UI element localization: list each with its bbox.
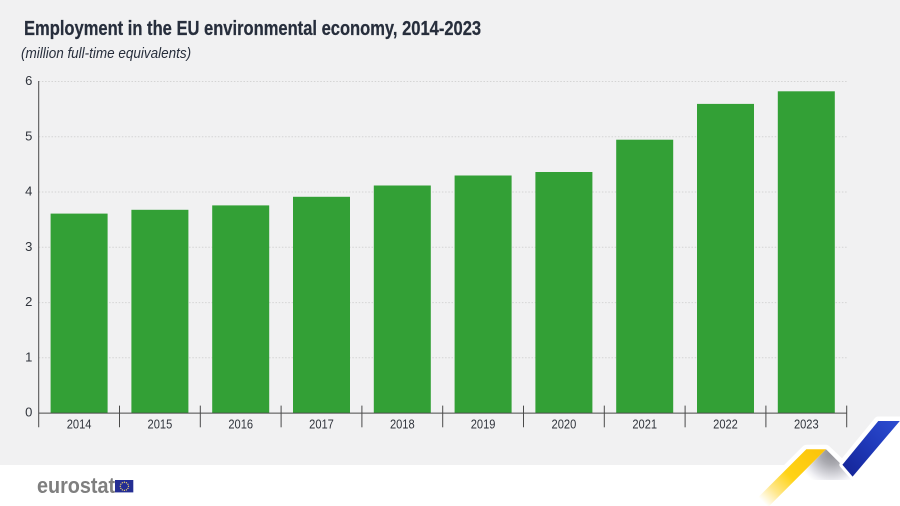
- svg-text:2016: 2016: [228, 417, 253, 432]
- svg-text:6: 6: [25, 73, 32, 88]
- svg-text:2014: 2014: [67, 417, 92, 432]
- svg-text:2022: 2022: [713, 417, 738, 432]
- svg-text:Employment in the EU environme: Employment in the EU environmental econo…: [24, 16, 481, 39]
- svg-text:2020: 2020: [552, 417, 577, 432]
- svg-text:2: 2: [25, 294, 32, 309]
- svg-text:eurostat: eurostat: [37, 474, 115, 498]
- svg-text:(million full-time equivalents: (million full-time equivalents): [21, 45, 191, 62]
- svg-text:1: 1: [25, 349, 32, 364]
- svg-text:2018: 2018: [390, 417, 415, 432]
- svg-text:2017: 2017: [309, 417, 334, 432]
- svg-text:2019: 2019: [471, 417, 496, 432]
- svg-text:0: 0: [25, 405, 32, 420]
- svg-text:5: 5: [25, 128, 32, 143]
- svg-text:2021: 2021: [632, 417, 657, 432]
- svg-text:4: 4: [25, 184, 32, 199]
- svg-text:2015: 2015: [148, 417, 173, 432]
- svg-text:3: 3: [25, 239, 32, 254]
- svg-text:2023: 2023: [794, 417, 819, 432]
